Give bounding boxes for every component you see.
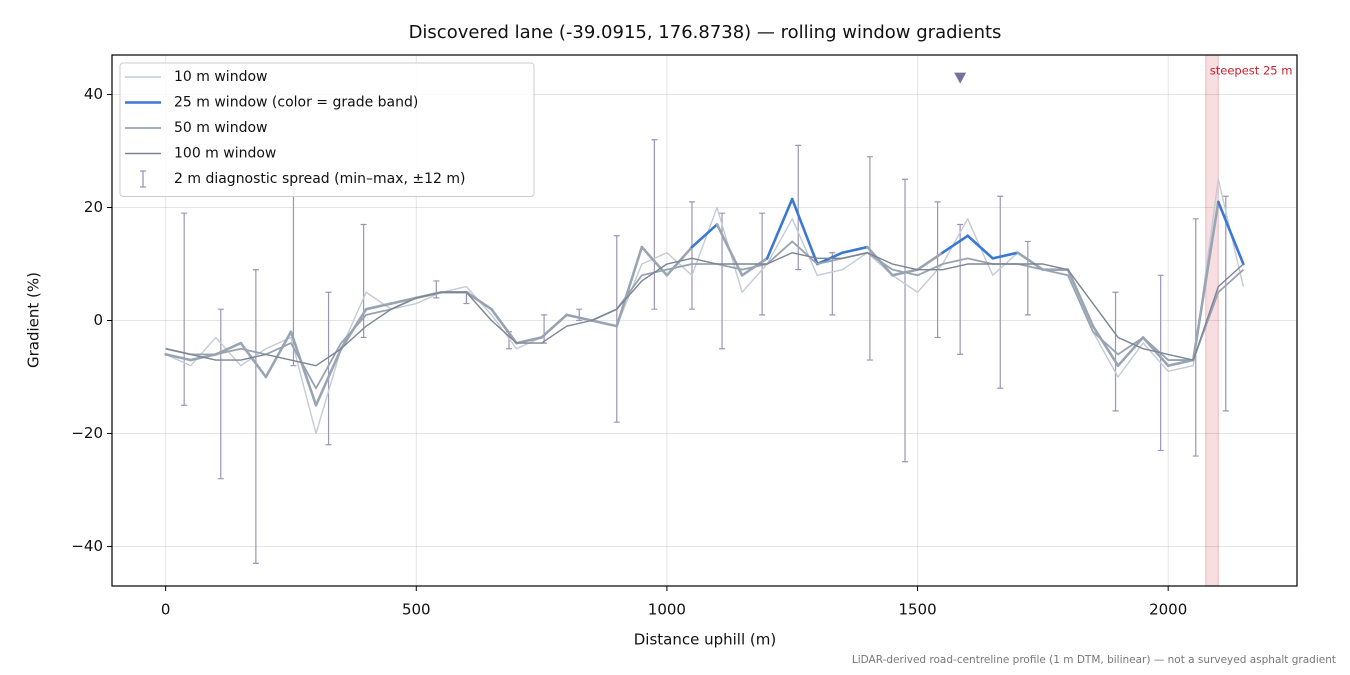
- y-tick-label: −20: [71, 424, 103, 442]
- legend-label: 2 m diagnostic spread (min–max, ±12 m): [174, 171, 465, 187]
- spread-bar: [541, 314, 548, 344]
- series-segment: [991, 251, 1020, 260]
- spread-bar: [997, 195, 1004, 389]
- legend-box: [119, 62, 535, 197]
- series-segment: [916, 251, 944, 271]
- series-segment: [966, 234, 995, 260]
- x-tick-label: 500: [402, 601, 431, 619]
- spread-bar: [1024, 240, 1031, 316]
- x-axis-label: Distance uphill (m): [634, 631, 776, 649]
- spread-bar: [651, 139, 658, 310]
- spread-bar: [688, 201, 695, 310]
- spread-bar: [217, 308, 224, 480]
- series-segment: [765, 197, 794, 260]
- plot-frame: [111, 54, 1298, 587]
- legend-label: 100 m window: [174, 146, 276, 162]
- x-tick-label: 1000: [648, 601, 686, 619]
- series-segment: [1016, 251, 1045, 271]
- series-segment: [1217, 200, 1245, 266]
- series-segment: [790, 197, 819, 266]
- series-segment: [590, 319, 619, 328]
- chart-title: Discovered lane (-39.0915, 176.8738) — r…: [409, 22, 1002, 43]
- spread-bar: [795, 144, 802, 271]
- spread-bar: [902, 178, 909, 463]
- spread-bar: [181, 212, 188, 406]
- series-segment: [214, 341, 243, 356]
- legend: 10 m window 25 m window (color = grade ba…: [119, 62, 535, 197]
- y-tick-label: 40: [84, 85, 103, 103]
- series-segment: [841, 245, 869, 255]
- series-segment: [314, 347, 343, 407]
- series-segment: [1066, 268, 1095, 328]
- series-line: [165, 252, 1244, 367]
- spread-bar: [866, 156, 873, 361]
- steepest-label: steepest 25 m: [1210, 64, 1293, 78]
- series-segment: [690, 223, 719, 249]
- footnote: LiDAR-derived road-centreline profile (1…: [852, 654, 1336, 666]
- y-axis-label: Gradient (%): [25, 272, 43, 368]
- spread-bar: [1222, 195, 1229, 412]
- series-segment: [1191, 200, 1220, 362]
- series-segment: [239, 341, 268, 379]
- x-tick-label: 1500: [898, 601, 936, 619]
- series-segment: [715, 223, 744, 277]
- legend-label: 25 m window (color = grade band): [174, 95, 418, 111]
- x-tick-label: 0: [161, 601, 171, 619]
- marker: [954, 72, 967, 84]
- spread-bar: [829, 252, 836, 316]
- y-tick-label: 20: [84, 198, 103, 216]
- series-segment: [264, 330, 293, 379]
- plot-area: [164, 139, 1245, 565]
- series-segment: [941, 234, 969, 255]
- legend-label: 50 m window: [174, 120, 267, 136]
- series-segment: [289, 330, 318, 407]
- series-segment: [1116, 336, 1145, 367]
- series-segment: [615, 245, 644, 328]
- legend-swatch: [140, 170, 146, 188]
- spread-bar: [613, 235, 620, 423]
- y-tick-label: −40: [71, 537, 103, 555]
- series-line: [165, 240, 1244, 390]
- spread-bar: [252, 269, 259, 565]
- legend-label: 10 m window: [174, 69, 267, 85]
- series-segment: [1091, 324, 1120, 367]
- spread-bar: [325, 291, 332, 446]
- series-segment: [1166, 358, 1195, 367]
- x-tick-label: 2000: [1149, 601, 1187, 619]
- series-segment: [164, 353, 192, 362]
- spread-bar: [957, 223, 964, 355]
- series-segment: [364, 302, 393, 311]
- y-tick-label: 0: [93, 311, 103, 329]
